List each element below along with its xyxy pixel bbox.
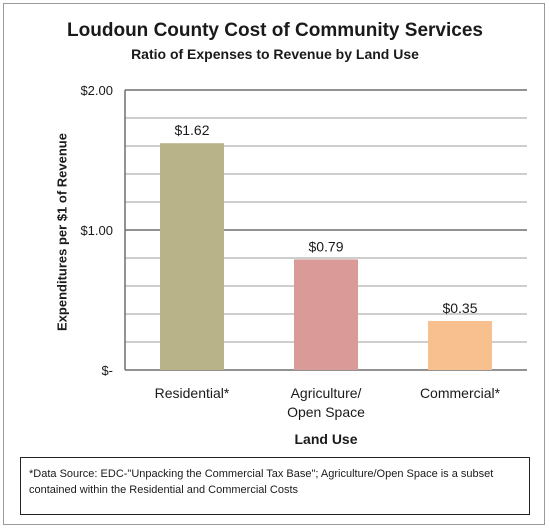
- chart-subtitle: Ratio of Expenses to Revenue by Land Use: [131, 46, 419, 62]
- chart-title: Loudoun County Cost of Community Service…: [67, 20, 483, 41]
- bar-value-label: $0.79: [308, 238, 343, 254]
- bar-value-label: $1.62: [174, 122, 209, 138]
- x-tick-label: Open Space: [287, 404, 365, 420]
- x-tick-label: Residential*: [155, 385, 230, 401]
- bar: [160, 143, 224, 370]
- x-tick-label: Commercial*: [420, 385, 501, 401]
- bar: [294, 259, 358, 370]
- y-tick-label: $2.00: [80, 83, 113, 98]
- bar-value-label: $0.35: [442, 300, 477, 316]
- x-tick-label: Agriculture/: [291, 385, 362, 401]
- y-tick-label: $1.00: [80, 223, 113, 238]
- footnote: *Data Source: EDC-"Unpacking the Commerc…: [20, 457, 530, 515]
- bar: [428, 321, 492, 370]
- x-axis-label: Land Use: [294, 431, 357, 447]
- y-tick-label: $-: [101, 363, 113, 378]
